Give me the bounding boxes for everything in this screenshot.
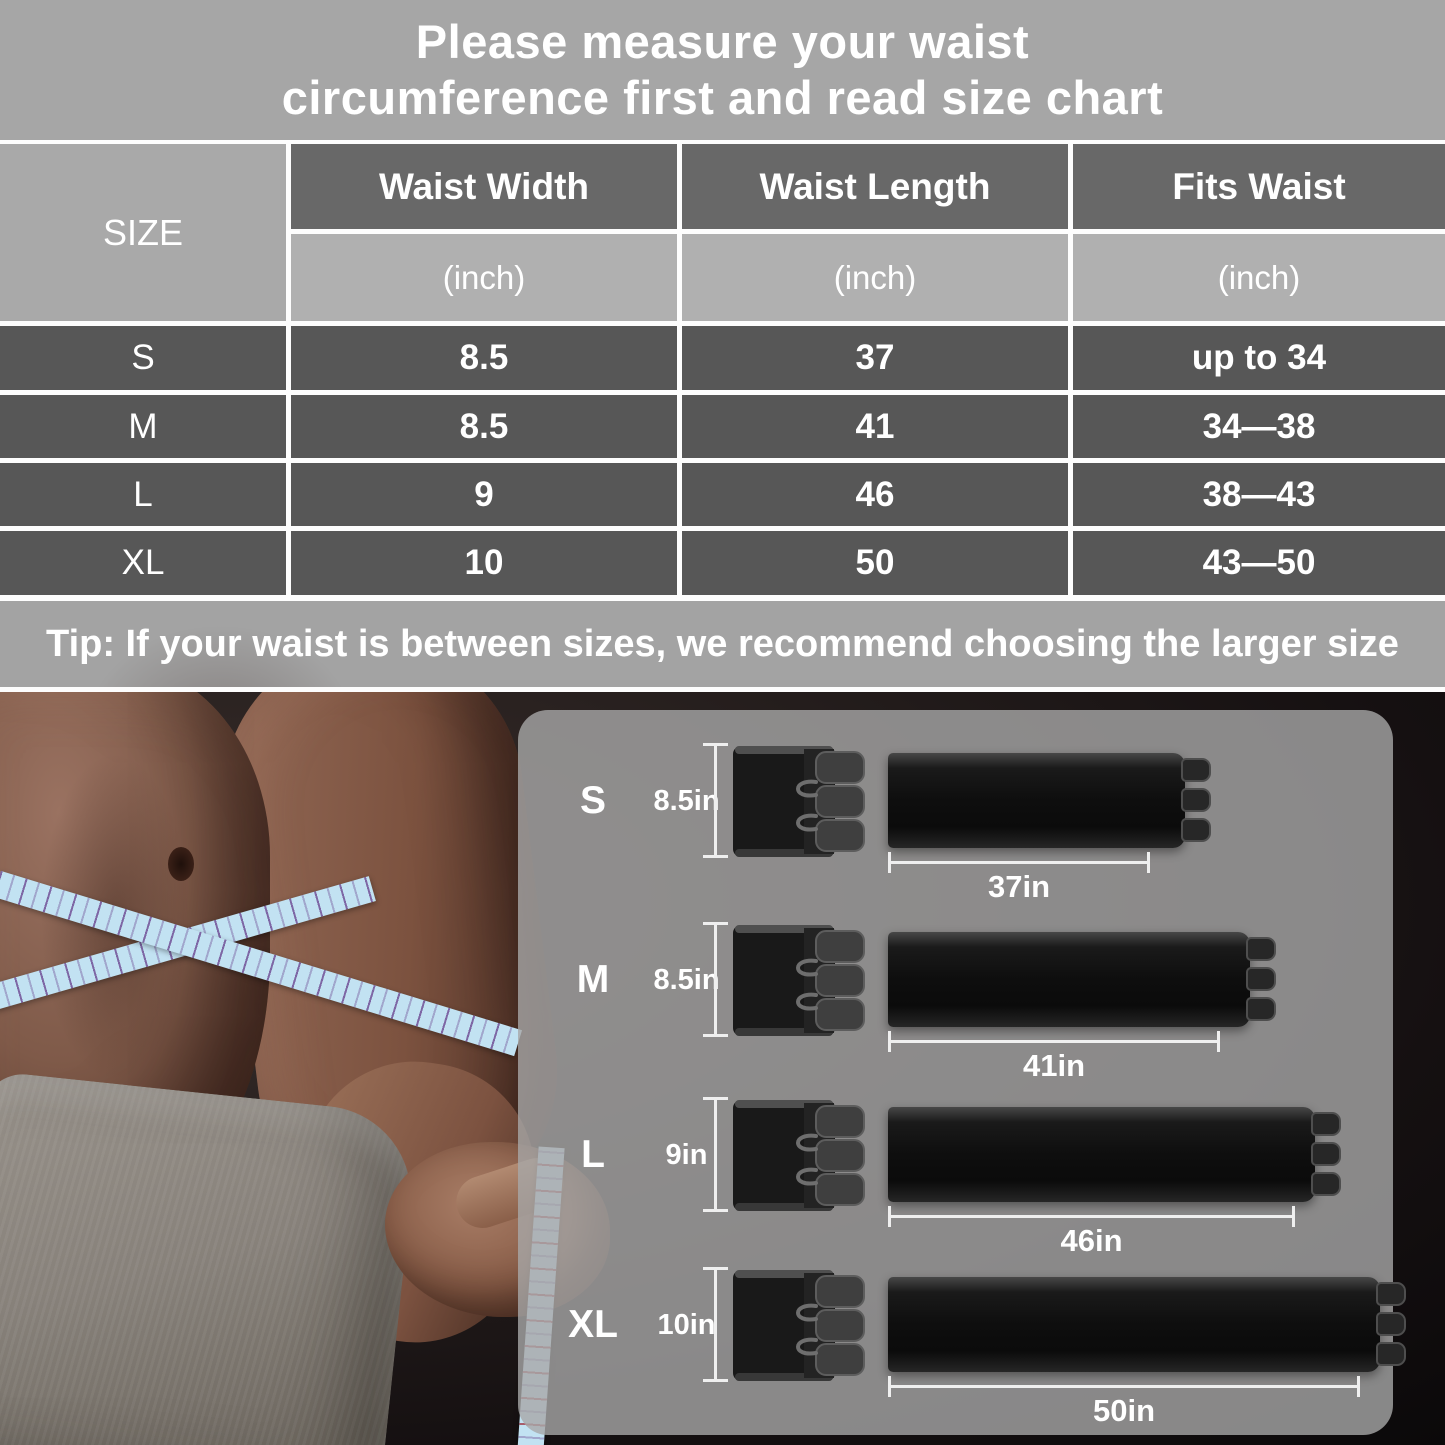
table-row-m-fits: 34—38	[1073, 395, 1445, 458]
vertical-measure-line	[703, 1267, 728, 1382]
table-row-m-width: 8.5	[291, 395, 677, 458]
belt-diagram-row-xl: XL 10in	[518, 1267, 1406, 1442]
strap-prong	[1311, 1172, 1341, 1196]
column-header-fits-waist: Fits Waist	[1073, 144, 1445, 229]
table-row-xl-size: XL	[0, 531, 286, 595]
diagram-size-label: XL	[568, 1303, 618, 1346]
diagram-length-label: 37in	[987, 869, 1051, 904]
tip-text: Tip: If your waist is between sizes, we …	[46, 622, 1399, 665]
vertical-measure-line	[703, 743, 728, 858]
horizontal-measure-line	[888, 852, 1150, 873]
belt-buckle-graphic	[733, 746, 865, 857]
diagram-size-label: L	[581, 1133, 605, 1176]
belt-diagram-row-m: M 8.5in	[518, 922, 1393, 1097]
vertical-measure-line	[703, 1097, 728, 1212]
table-row-xl-width: 10	[291, 531, 677, 595]
belt-buckle-graphic	[733, 1270, 865, 1381]
page-title: Please measure your waist circumference …	[0, 0, 1445, 140]
belt-size-diagram-panel: S 8.5in	[518, 710, 1406, 1435]
belt-buckle-graphic	[733, 1100, 865, 1211]
strap-prong	[1246, 997, 1276, 1021]
table-row-xl-length: 50	[682, 531, 1068, 595]
tip-banner: Tip: If your waist is between sizes, we …	[0, 595, 1445, 692]
table-row-s-size: S	[0, 326, 286, 390]
table-row-m-length: 41	[682, 395, 1068, 458]
column-header-waist-width: Waist Width	[291, 144, 677, 229]
diagram-width-label: 8.5in	[653, 964, 720, 996]
bottom-section: S 8.5in	[0, 692, 1445, 1445]
photo-navel	[168, 847, 194, 881]
belt-diagram-row-l: L 9in	[518, 1097, 1393, 1272]
belt-strap-graphic	[888, 753, 1211, 848]
size-column-header: SIZE	[0, 144, 286, 321]
table-row-s-width: 8.5	[291, 326, 677, 390]
vertical-measure-line	[703, 922, 728, 1037]
strap-prong	[1181, 818, 1211, 842]
strap-prong	[1376, 1342, 1406, 1366]
diagram-width-label: 8.5in	[653, 785, 720, 817]
table-row-l-size: L	[0, 463, 286, 526]
unit-label: (inch)	[1073, 234, 1445, 321]
belt-buckle-graphic	[733, 925, 865, 1036]
table-row-m-size: M	[0, 395, 286, 458]
diagram-width-label: 10in	[657, 1309, 716, 1341]
strap-prong	[1246, 937, 1276, 961]
strap-prong	[1311, 1112, 1341, 1136]
belt-strap-graphic	[888, 1277, 1406, 1372]
table-row-s-fits: up to 34	[1073, 326, 1445, 390]
unit-label: (inch)	[682, 234, 1068, 321]
horizontal-measure-line	[888, 1206, 1295, 1227]
diagram-size-label: M	[576, 958, 610, 1001]
strap-prong	[1246, 967, 1276, 991]
tip-banner-shadow	[80, 621, 360, 687]
table-row-l-fits: 38—43	[1073, 463, 1445, 526]
table-row-xl-fits: 43—50	[1073, 531, 1445, 595]
page-title-line1: Please measure your waist	[415, 14, 1030, 68]
belt-strap-graphic	[888, 1107, 1341, 1202]
table-row-l-length: 46	[682, 463, 1068, 526]
unit-label: (inch)	[291, 234, 677, 321]
strap-prong	[1181, 758, 1211, 782]
strap-prong	[1376, 1312, 1406, 1336]
diagram-length-label: 41in	[1022, 1048, 1086, 1083]
diagram-width-label: 9in	[665, 1139, 708, 1171]
strap-prong	[1376, 1282, 1406, 1306]
photo-pants	[0, 1070, 420, 1445]
table-row-s-length: 37	[682, 326, 1068, 390]
strap-prong	[1181, 788, 1211, 812]
page-title-line2: circumference first and read size chart	[281, 71, 1164, 124]
table-row-l-width: 9	[291, 463, 677, 526]
column-header-waist-length: Waist Length	[682, 144, 1068, 229]
belt-strap-graphic	[888, 932, 1276, 1027]
belt-diagram-row-s: S 8.5in	[518, 743, 1393, 918]
horizontal-measure-line	[888, 1376, 1360, 1397]
horizontal-measure-line	[888, 1031, 1220, 1052]
diagram-length-label: 46in	[1060, 1223, 1123, 1258]
size-chart-table: SIZE Waist Width Waist Length Fits Waist…	[0, 140, 1445, 595]
diagram-size-label: S	[579, 779, 606, 822]
strap-prong	[1311, 1142, 1341, 1166]
diagram-length-label: 50in	[1092, 1393, 1156, 1428]
